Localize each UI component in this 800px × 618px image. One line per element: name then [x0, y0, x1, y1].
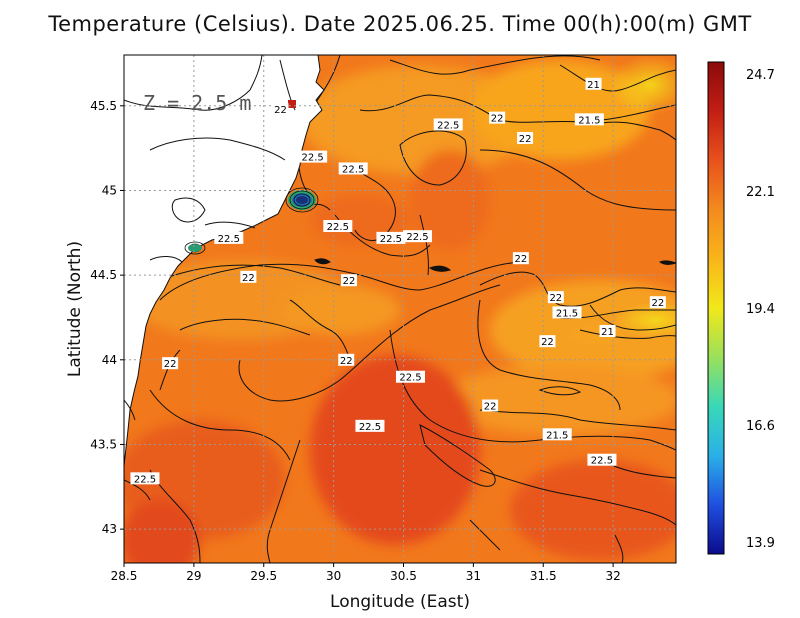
- contour-labels: 21 22 22 21.5 22.5 22 22.5 22.5 22.5 22.5 22.5 22.5…: [130, 77, 666, 485]
- x-tick-label: 31: [466, 569, 481, 583]
- contour-label: 22: [240, 270, 257, 284]
- svg-text:22.5: 22.5: [406, 232, 428, 243]
- contour-label: 22: [162, 357, 179, 370]
- contour-label: 21: [599, 325, 616, 338]
- contour-label: 21.5: [542, 428, 572, 441]
- svg-text:22: 22: [541, 337, 554, 348]
- lat-lon-grid: [124, 55, 676, 563]
- contour-label: 22: [340, 274, 357, 287]
- contour-label: 22: [272, 103, 289, 116]
- y-tick-label: 45.5: [90, 99, 117, 113]
- contour-label: 22: [547, 291, 564, 304]
- contour-label: 22.5: [587, 453, 617, 467]
- contour-label: 22: [338, 353, 355, 367]
- svg-text:21.5: 21.5: [578, 115, 600, 126]
- svg-text:22: 22: [549, 293, 562, 304]
- y-tick-label: 43.5: [90, 437, 117, 451]
- x-tick-label: 29: [186, 569, 201, 583]
- contour-label: 21: [585, 77, 602, 91]
- x-tick-label: 29.5: [250, 569, 277, 583]
- colorbar-tick-label: 19.4: [746, 302, 775, 317]
- map-title: Temperature (Celsius). Date 2025.06.25. …: [48, 12, 752, 36]
- contour-label: 21.5: [552, 306, 582, 319]
- svg-text:22.5: 22.5: [399, 373, 421, 384]
- y-tick-label: 45: [102, 183, 117, 197]
- contour-label: 22.5: [376, 231, 406, 245]
- colorbar-tick-label: 22.1: [746, 185, 775, 200]
- contour-label: 22.5: [298, 150, 328, 164]
- contour-label: 22.5: [130, 472, 160, 485]
- svg-text:22.5: 22.5: [437, 120, 459, 131]
- contour-label: 22: [517, 131, 534, 145]
- svg-text:22: 22: [164, 359, 177, 370]
- svg-text:22.5: 22.5: [134, 474, 156, 485]
- svg-text:22: 22: [651, 298, 664, 309]
- contour-label: 22: [489, 111, 506, 125]
- contour-label: 21.5: [574, 113, 604, 126]
- svg-text:21: 21: [601, 327, 614, 338]
- contour-label: 22: [539, 335, 556, 348]
- colorbar-ticks: 24.7 22.1 19.4 16.6 13.9: [746, 68, 775, 551]
- svg-text:22: 22: [242, 273, 255, 284]
- svg-text:22.5: 22.5: [342, 164, 364, 175]
- svg-text:21.5: 21.5: [546, 430, 568, 441]
- svg-text:21.5: 21.5: [556, 308, 578, 319]
- y-tick-label: 43: [102, 522, 117, 536]
- contour-label: 22: [512, 252, 529, 265]
- colorbar-tick-label: 16.6: [746, 419, 775, 434]
- contour-label: 22.5: [355, 419, 385, 433]
- svg-text:22.5: 22.5: [327, 222, 349, 233]
- colorbar-tick-label: 13.9: [746, 536, 775, 551]
- contour-label: 22.5: [402, 230, 432, 243]
- depth-label: Z = 2.5 m: [143, 91, 251, 115]
- plot-frame: [123, 54, 677, 564]
- svg-text:22: 22: [340, 356, 353, 367]
- svg-text:22: 22: [484, 402, 497, 413]
- svg-text:22.5: 22.5: [380, 234, 402, 245]
- y-axis-ticks: 43 43.5 44 44.5 45 45.5: [90, 99, 124, 536]
- y-tick-label: 44: [102, 353, 117, 367]
- svg-text:22: 22: [274, 105, 287, 116]
- x-axis-label: Longitude (East): [330, 592, 470, 612]
- y-axis-label: Latitude (North): [65, 241, 85, 377]
- contour-label: 22.5: [338, 162, 368, 175]
- y-tick-label: 44.5: [90, 268, 117, 282]
- svg-text:22.5: 22.5: [218, 234, 240, 245]
- colorbar: [707, 61, 725, 555]
- x-tick-label: 31.5: [530, 569, 557, 583]
- contour-label: 22.5: [395, 370, 425, 384]
- x-tick-label: 30: [326, 569, 341, 583]
- contour-label: 22.5: [214, 231, 244, 245]
- svg-text:22: 22: [343, 276, 356, 287]
- sea-temperature-field: [124, 55, 676, 563]
- x-tick-label: 30.5: [390, 569, 417, 583]
- contour-label: 22: [482, 399, 499, 413]
- svg-text:21: 21: [587, 80, 600, 91]
- land-area: [123, 54, 325, 467]
- svg-text:22: 22: [491, 114, 504, 125]
- svg-text:22.5: 22.5: [302, 153, 324, 164]
- svg-text:22.5: 22.5: [359, 422, 381, 433]
- x-tick-label: 32: [605, 569, 620, 583]
- contour-label: 22: [649, 296, 666, 309]
- svg-text:22.5: 22.5: [591, 456, 613, 467]
- colorbar-tick-label: 24.7: [746, 68, 775, 83]
- danube-plume: [184, 100, 319, 255]
- x-axis-ticks: 28.5 29 29.5 30 30.5 31 31.5 32: [111, 563, 621, 583]
- x-tick-label: 28.5: [111, 569, 138, 583]
- svg-text:22: 22: [515, 254, 528, 265]
- contour-label: 22.5: [433, 118, 463, 131]
- svg-text:22: 22: [519, 134, 532, 145]
- contour-label: 22.5: [323, 220, 353, 233]
